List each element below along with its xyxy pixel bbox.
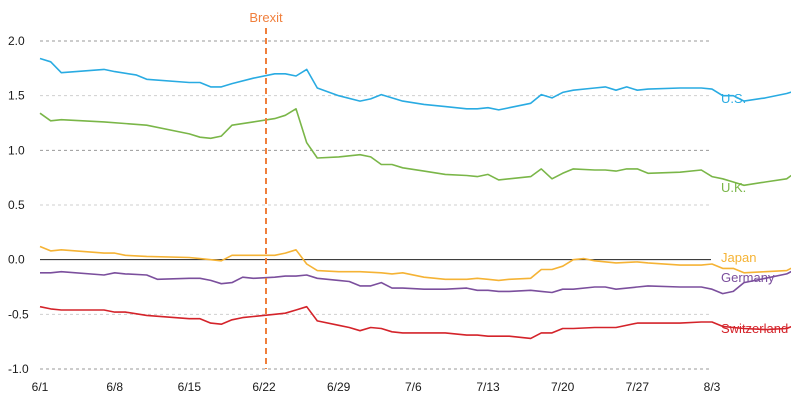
y-tick-label: -0.5 xyxy=(8,307,29,321)
gridlines xyxy=(40,40,711,370)
x-tick-label: 6/1 xyxy=(32,380,49,394)
y-tick-label: -1.0 xyxy=(8,362,29,376)
y-tick-label: 1.5 xyxy=(8,89,25,103)
x-tick-label: 7/27 xyxy=(626,380,650,394)
series-lines xyxy=(39,57,791,340)
x-tick-label: 6/8 xyxy=(106,380,123,394)
y-axis-labels: 2.0 1.5 1.0 0.5 0.0 -0.5 -1.0 xyxy=(8,34,29,376)
series-label-switzerland: Switzerland xyxy=(721,321,788,336)
series-label-germany: Germany xyxy=(721,270,775,285)
x-tick-label: 7/13 xyxy=(476,380,500,394)
x-tick-label: 6/22 xyxy=(252,380,276,394)
x-tick-label: 6/15 xyxy=(178,380,202,394)
series-labels: U.S. U.K. Japan Germany Switzerland xyxy=(721,91,788,336)
series-line-germany xyxy=(40,270,791,295)
annotation: Brexit xyxy=(249,10,283,369)
y-tick-label: 0.5 xyxy=(8,198,25,212)
series-label-japan: Japan xyxy=(721,250,756,265)
x-tick-label: 7/20 xyxy=(551,380,575,394)
brexit-label: Brexit xyxy=(249,10,283,25)
y-tick-label: 2.0 xyxy=(8,34,25,48)
x-tick-label: 6/29 xyxy=(327,380,351,394)
x-axis-labels: 6/1 6/8 6/15 6/22 6/29 7/6 7/13 7/20 7/27 8/3 xyxy=(32,380,721,394)
series-line-us xyxy=(39,57,791,111)
x-tick-label: 8/3 xyxy=(704,380,721,394)
y-tick-label: 1.0 xyxy=(8,143,25,157)
series-line-uk xyxy=(39,108,791,187)
series-label-uk: U.K. xyxy=(721,180,746,195)
x-tick-label: 7/6 xyxy=(405,380,422,394)
series-line-switzerland xyxy=(39,305,791,340)
series-line-japan xyxy=(39,245,791,282)
series-label-us: U.S. xyxy=(721,91,746,106)
y-tick-label: 0.0 xyxy=(8,253,25,267)
